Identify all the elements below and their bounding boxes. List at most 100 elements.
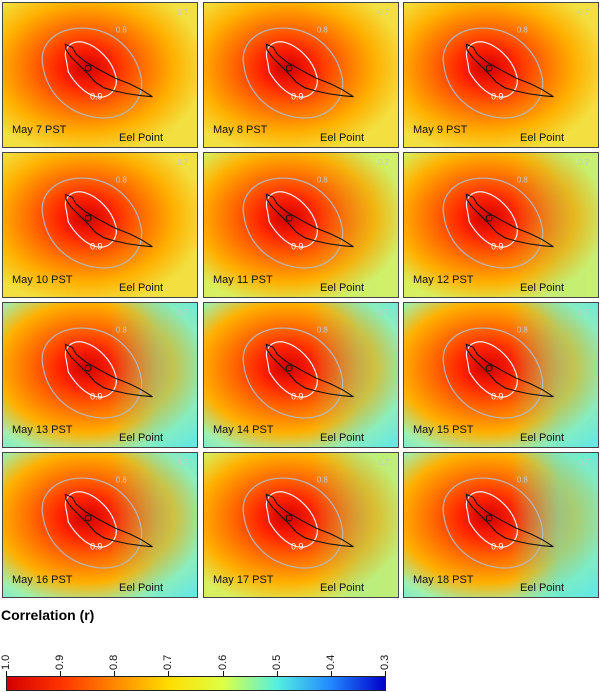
contour-label-inner: 0.9: [491, 92, 503, 102]
contour-0-9: [465, 341, 518, 398]
contour-0-9: [265, 491, 318, 548]
contour-label-middle: 0.8: [317, 326, 329, 335]
correlation-field-map: 0.9 0.8 0.7: [3, 303, 197, 447]
contour-label-outer: 0.7: [578, 158, 589, 167]
panel-date-label: May 14 PST: [213, 424, 274, 436]
contour-label-middle: 0.8: [116, 476, 128, 485]
contour-label-inner: 0.9: [291, 392, 303, 402]
panel-date-label: May 17 PST: [213, 574, 274, 586]
contour-label-inner: 0.9: [90, 92, 102, 102]
contour-label-inner: 0.9: [291, 542, 303, 552]
panel-place-label: Eel Point: [320, 132, 365, 144]
station-marker: [84, 364, 92, 372]
station-marker: [84, 214, 92, 222]
map-panel: 0.9 0.8 0.7 May 13 PST Eel Point: [2, 302, 198, 448]
contour-label-middle: 0.8: [116, 26, 128, 35]
contour-label-inner: 0.9: [90, 542, 102, 552]
panel-date-label: May 9 PST: [413, 124, 468, 136]
panel-date-label: May 15 PST: [413, 424, 474, 436]
contour-label-outer: 0.7: [177, 158, 188, 167]
contour-0-9: [265, 41, 318, 98]
station-marker: [84, 64, 92, 72]
island-outline: [64, 43, 153, 98]
contour-label-outer: 0.7: [378, 458, 389, 467]
contour-label-outer: 0.7: [378, 308, 389, 317]
contour-label-outer: 0.7: [177, 458, 188, 467]
panel-date-label: May 13 PST: [12, 424, 73, 436]
contour-label-outer: 0.7: [578, 458, 589, 467]
station-marker: [285, 214, 293, 222]
contour-label-inner: 0.9: [291, 92, 303, 102]
panel-place-label: Eel Point: [119, 282, 164, 294]
legend-title: Correlation (r): [1, 607, 95, 623]
correlation-field-map: 0.9 0.8 0.7: [204, 303, 398, 447]
contour-0-8: [242, 27, 344, 119]
contour-0-8: [41, 477, 143, 569]
contour-0-9: [64, 191, 117, 248]
colorbar-tick-label: 0.4: [324, 654, 337, 670]
contour-0-8: [242, 177, 344, 269]
colorbar-tick-mark: [222, 671, 224, 676]
panel-place-label: Eel Point: [119, 432, 164, 444]
colorbar-tick-mark: [385, 671, 386, 676]
panel-place-label: Eel Point: [520, 282, 565, 294]
colorbar-tick-label: 0.6: [216, 654, 229, 670]
correlation-field-map: 0.9 0.8 0.7: [204, 3, 398, 147]
colorbar-tick-label: 0.7: [162, 654, 175, 670]
correlation-field-map: 0.9 0.8 0.7: [3, 153, 197, 297]
correlation-field-map: 0.9 0.8 0.7: [204, 153, 398, 297]
colorbar-tick-label: 1.0: [0, 654, 12, 670]
colorbar-tick-label: 0.3: [379, 654, 391, 670]
map-panel: 0.9 0.8 0.7 May 10 PST Eel Point: [2, 152, 198, 298]
colorbar-tick-mark: [114, 671, 116, 676]
panel-place-label: Eel Point: [320, 432, 365, 444]
island-outline: [265, 343, 354, 398]
panel-date-label: May 16 PST: [12, 574, 73, 586]
correlation-field-map: 0.9 0.8 0.7: [3, 3, 197, 147]
contour-label-middle: 0.8: [517, 326, 529, 335]
contour-0-8: [442, 477, 544, 569]
map-panel: 0.9 0.8 0.7 May 15 PST Eel Point: [403, 302, 599, 448]
contour-0-8: [41, 27, 143, 119]
station-marker: [285, 364, 293, 372]
contour-label-inner: 0.9: [491, 242, 503, 252]
correlation-field-map: 0.9 0.8 0.7: [204, 453, 398, 597]
contour-label-middle: 0.8: [517, 476, 529, 485]
island-outline: [465, 43, 554, 98]
contour-label-middle: 0.8: [317, 476, 329, 485]
contour-0-9: [265, 191, 318, 248]
contour-0-9: [64, 491, 117, 548]
colorbar-tick-mark: [60, 671, 62, 676]
map-panel: 0.9 0.8 0.7 May 14 PST Eel Point: [203, 302, 399, 448]
contour-label-middle: 0.8: [116, 176, 128, 185]
island-outline: [64, 343, 153, 398]
contour-label-outer: 0.7: [378, 8, 389, 17]
contour-0-9: [465, 41, 518, 98]
correlation-field-map: 0.9 0.8 0.7: [404, 453, 598, 597]
contour-label-middle: 0.8: [517, 176, 529, 185]
panel-date-label: May 7 PST: [12, 124, 67, 136]
contour-label-inner: 0.9: [90, 242, 102, 252]
contour-label-outer: 0.7: [578, 8, 589, 17]
island-outline: [465, 343, 554, 398]
contour-label-outer: 0.7: [177, 8, 188, 17]
contour-label-middle: 0.8: [317, 176, 329, 185]
contour-0-9: [64, 41, 117, 98]
contour-0-8: [442, 27, 544, 119]
contour-label-inner: 0.9: [491, 542, 503, 552]
correlation-colorbar: [6, 676, 386, 691]
island-outline: [64, 493, 153, 548]
contour-label-middle: 0.8: [317, 26, 329, 35]
station-marker: [285, 64, 293, 72]
colorbar-tick-mark: [276, 671, 278, 676]
correlation-field-map: 0.9 0.8 0.7: [404, 303, 598, 447]
island-outline: [265, 493, 354, 548]
contour-label-inner: 0.9: [90, 392, 102, 402]
contour-0-8: [242, 327, 344, 419]
panel-date-label: May 18 PST: [413, 574, 474, 586]
panel-place-label: Eel Point: [520, 432, 565, 444]
correlation-field-map: 0.9 0.8 0.7: [3, 453, 197, 597]
contour-label-inner: 0.9: [291, 242, 303, 252]
contour-label-outer: 0.7: [578, 308, 589, 317]
station-marker: [485, 364, 493, 372]
